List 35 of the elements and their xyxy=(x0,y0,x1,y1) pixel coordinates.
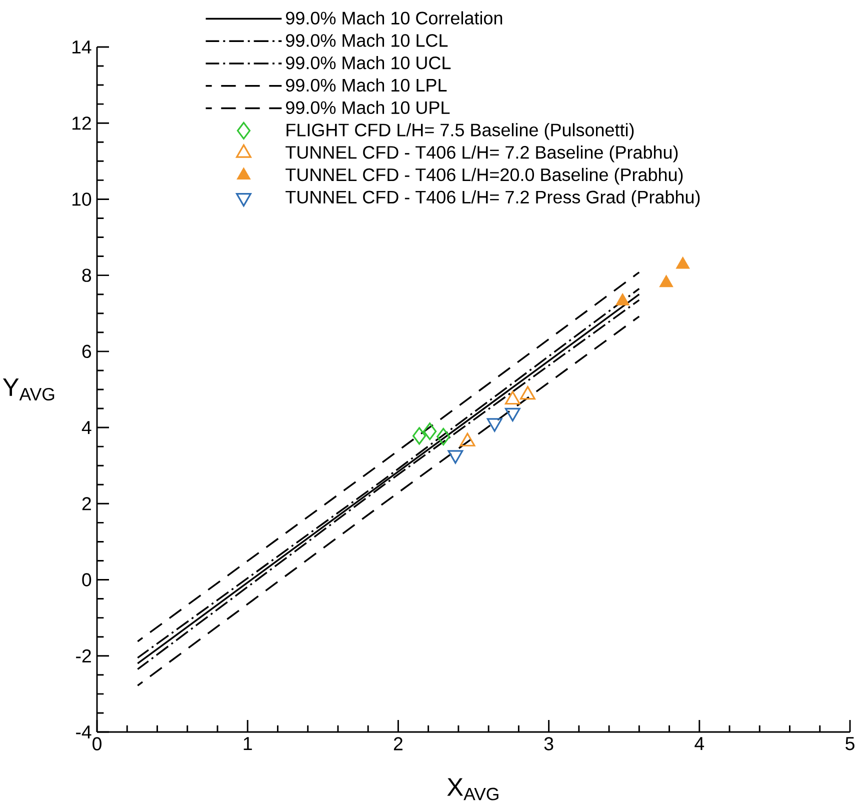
y-tick-label: -4 xyxy=(76,726,92,738)
x-tick-label: 1 xyxy=(244,737,252,750)
y-tick-label: 8 xyxy=(82,268,92,282)
point xyxy=(520,386,536,400)
point xyxy=(660,275,673,288)
legend-label: 99.0% Mach 10 UPL xyxy=(286,100,450,114)
x-tick-label: 4 xyxy=(694,737,704,750)
x-tick-label: 0 xyxy=(92,737,102,750)
legend-label: 99.0% Mach 10 LCL xyxy=(286,34,448,47)
point xyxy=(436,428,450,446)
legend-label: FLIGHT CFD L/H= 7.5 Baseline (Pulsonetti) xyxy=(286,123,634,140)
legend-label: TUNNEL CFD - T406 L/H=20.0 Baseline (Prabhu) xyxy=(286,168,683,185)
y-tick-label: 2 xyxy=(82,497,91,510)
x-tick-label: 5 xyxy=(846,737,854,750)
y-tick-label: -2 xyxy=(76,649,91,662)
legend-label: TUNNEL CFD - T406 L/H= 7.2 Press Grad (Prabhu) xyxy=(286,190,700,208)
y-tick-label: 6 xyxy=(82,344,92,358)
y-tick-label: 12 xyxy=(72,116,91,130)
y-axis-title: Y$_{AVG}$ xyxy=(2,378,54,401)
point xyxy=(423,422,437,440)
y-tick-label: 4 xyxy=(82,421,92,434)
x-tick-label: 3 xyxy=(544,737,554,750)
y-tick-label: 10 xyxy=(72,192,92,206)
y-tick-label: 14 xyxy=(72,40,92,54)
point xyxy=(616,294,630,306)
point xyxy=(676,257,690,269)
x-axis-title: X$_{AVG}$ xyxy=(447,778,498,800)
point xyxy=(412,427,426,445)
y-tick-label: 0 xyxy=(82,573,92,586)
legend-label: 99.0% Mach 10 LPL xyxy=(286,78,447,92)
x-tick-label: 2 xyxy=(394,737,402,750)
legend-label: TUNNEL CFD - T406 L/H= 7.2 Baseline (Prabhu) xyxy=(286,146,678,162)
point xyxy=(504,390,520,405)
legend-label: 99.0% Mach 10 Correlation xyxy=(286,11,502,24)
legend-label: 99.0% Mach 10 UCL xyxy=(286,56,451,70)
